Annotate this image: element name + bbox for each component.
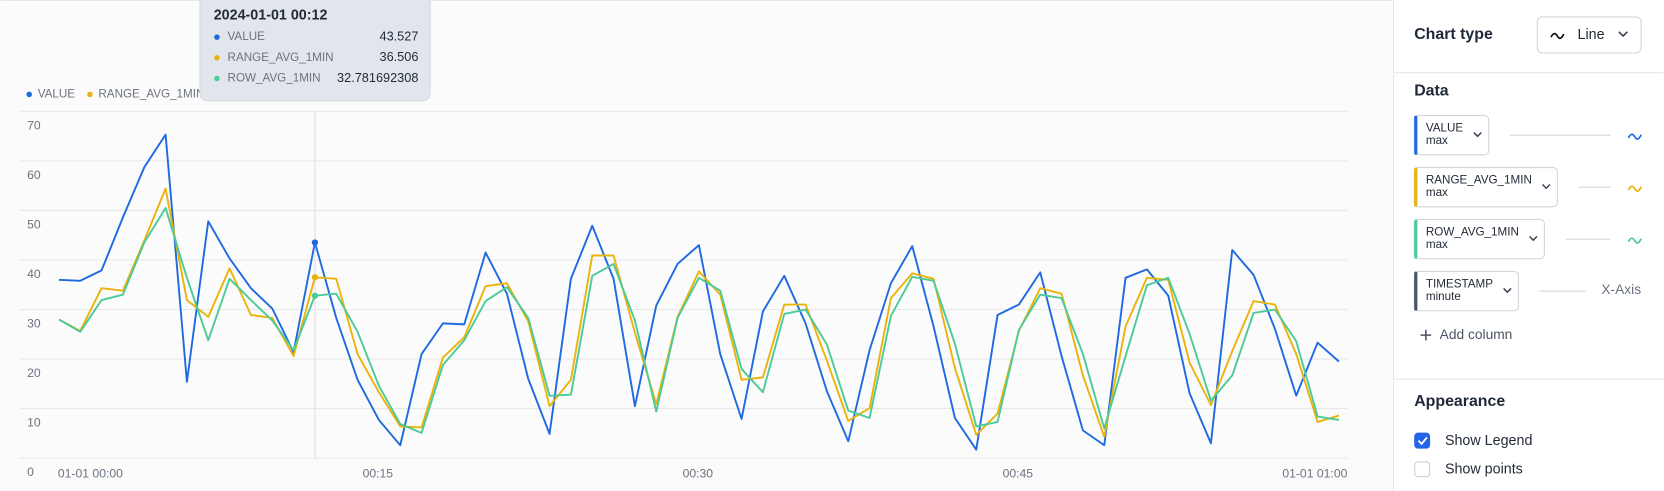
hover-point	[311, 292, 319, 299]
plot: 0 10 20 30 40 50 60 70 01-01 00:00 00:15 00:30 00:4…	[19, 0, 1348, 480]
column-color	[1414, 167, 1418, 207]
column-agg: max	[1426, 134, 1448, 147]
option-label[interactable]: Show points	[1445, 462, 1523, 478]
tooltip: 2024-01-01 00:12 VALUE 43.527 RANGE_AVG_1MI…	[199, 0, 431, 102]
series-icon	[1627, 237, 1642, 244]
legend-swatch[interactable]	[26, 91, 32, 98]
y-tick-label: 20	[27, 366, 41, 380]
chevron	[1473, 132, 1482, 138]
tooltip-name: ROW_AVG_1MIN	[228, 72, 321, 85]
x-tick-label: 01-01 00:00	[58, 466, 123, 480]
series-line	[58, 206, 1340, 434]
column-agg: max	[1426, 186, 1448, 199]
tooltip-swatch	[214, 75, 220, 82]
add-column[interactable]: Add column	[1440, 327, 1513, 342]
chevron	[1618, 31, 1628, 38]
sidebar-content: Chart type Line Data Appearance Add colu…	[1413, 16, 1642, 478]
tooltip-name: VALUE	[228, 30, 266, 43]
hover-point	[311, 274, 319, 281]
column-agg: minute	[1426, 290, 1461, 303]
series-line	[58, 187, 1340, 438]
x-tick-label: 00:45	[1003, 466, 1034, 480]
hover-point	[311, 239, 319, 246]
chevron	[1529, 235, 1538, 242]
checkbox[interactable]	[1414, 461, 1431, 478]
column-name: ROW_AVG_1MIN	[1426, 225, 1519, 238]
x-tick-label: 01-01 01:00	[1282, 466, 1347, 480]
checkbox[interactable]	[1414, 432, 1431, 449]
chevron	[1503, 287, 1512, 294]
x-tick-label: 00:15	[363, 466, 394, 480]
line-icon	[1550, 32, 1565, 40]
chart-type-value: Line	[1578, 27, 1605, 43]
y-tick-label: 60	[27, 168, 41, 182]
axis-role: X-Axis	[1601, 282, 1641, 297]
column-name: RANGE_AVG_1MIN	[1426, 173, 1532, 186]
tooltip-value: 43.527	[380, 28, 419, 43]
legend-label[interactable]: RANGE_AVG_1MIN	[98, 87, 204, 100]
tooltip-swatch	[214, 55, 220, 61]
y-tick-label: 70	[27, 118, 41, 132]
chevron	[1541, 183, 1551, 190]
option-label[interactable]: Show Legend	[1445, 433, 1532, 449]
tooltip-title: 2024-01-01 00:12	[214, 8, 328, 24]
legend-label[interactable]: VALUE	[38, 87, 76, 100]
column-name: TIMESTAMP	[1426, 277, 1493, 290]
column-color	[1414, 271, 1418, 311]
y-tick-label: 50	[27, 217, 41, 231]
appearance-heading: Appearance	[1414, 393, 1505, 410]
plus-icon	[1420, 329, 1432, 341]
y-tick-label: 40	[27, 267, 41, 281]
tooltip-value: 32.781692308	[337, 70, 418, 85]
y-tick-label: 30	[27, 317, 41, 331]
x-tick-label: 00:30	[683, 466, 714, 480]
series-line	[58, 133, 1340, 451]
legend-swatch[interactable]	[87, 91, 93, 98]
series-icon	[1627, 133, 1642, 140]
column-color	[1414, 219, 1418, 259]
series-icon	[1627, 185, 1642, 192]
tooltip-name: RANGE_AVG_1MIN	[228, 51, 334, 64]
y-tick-label: 0	[27, 465, 34, 479]
column-color	[1414, 115, 1418, 155]
tooltip-value: 36.506	[380, 49, 419, 64]
data-heading: Data	[1414, 82, 1449, 99]
column-name: VALUE	[1426, 121, 1464, 134]
tooltip-box	[199, 0, 431, 102]
y-tick-label: 10	[27, 416, 41, 430]
checkmark	[1417, 436, 1428, 446]
chart-type-dropdown[interactable]	[1536, 16, 1642, 54]
tooltip-swatch	[214, 34, 220, 40]
column-agg: max	[1426, 238, 1448, 251]
chart-type-label: Chart type	[1414, 26, 1493, 43]
